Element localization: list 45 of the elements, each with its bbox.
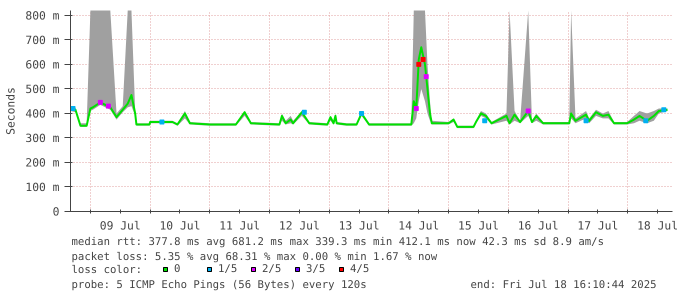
point — [420, 57, 426, 62]
x-tick-label: 18 Jul — [637, 218, 678, 232]
legend-label: 1/5 — [218, 262, 238, 275]
x-tick-label: 14 Jul — [398, 218, 440, 232]
y-tick-label: 700 m — [25, 32, 60, 47]
point — [424, 74, 429, 80]
x-tick-label: 12 Jul — [278, 218, 320, 232]
x-tick-label: 17 Jul — [577, 218, 618, 232]
point — [482, 118, 488, 124]
y-tick-label: 800 m — [25, 8, 60, 22]
point — [302, 110, 307, 115]
y-axis-title: Seconds — [3, 87, 18, 135]
point — [643, 118, 648, 124]
y-tick-label: 100 m — [25, 180, 60, 194]
x-tick-label: 16 Jul — [518, 218, 559, 232]
text: probe: 5 ICMP Echo Pings (56 Bytes) every 120s — [72, 278, 367, 291]
y-tick-label: 300 m — [25, 130, 60, 145]
legend-label: 0 — [174, 262, 182, 275]
text: median rtt: 377.8 ms avg 681.2 ms max 339.3 ms min 412.1 ms now 42.3 ms sd 8.9 am/s — [72, 235, 604, 248]
point — [416, 62, 422, 67]
x-tick-label: 15 Jul — [458, 218, 499, 232]
y-tick-label: 600 m — [25, 57, 60, 72]
point — [106, 104, 111, 109]
text: end: Fri Jul 18 16:10:44 2025 — [470, 278, 657, 291]
text: packet loss: 5.35 % avg 68.31 % max 0.00 % min 1.67 % now — [72, 250, 438, 263]
point — [98, 100, 103, 105]
point — [70, 106, 76, 112]
x-tick-label: 10 Jul — [159, 218, 200, 232]
y-tick-label: 200 m — [25, 155, 60, 170]
y-tick-label: 0 — [52, 204, 60, 218]
point — [584, 118, 589, 124]
y-tick-label: 500 m — [25, 82, 60, 96]
x-tick-label: 13 Jul — [338, 218, 380, 232]
x-tick-label: 09 Jul — [100, 218, 141, 232]
legend-label: 3/5 — [306, 262, 326, 275]
point — [661, 107, 666, 112]
point — [159, 120, 164, 125]
legend-label: 4/5 — [350, 262, 370, 275]
x-tick-label: 11 Jul — [219, 218, 260, 232]
point — [414, 106, 419, 112]
y-tick-label: 400 m — [25, 106, 60, 120]
point — [526, 108, 531, 114]
legend-label: 2/5 — [262, 262, 282, 275]
legend-title: loss color: — [72, 263, 142, 276]
point — [359, 110, 364, 116]
